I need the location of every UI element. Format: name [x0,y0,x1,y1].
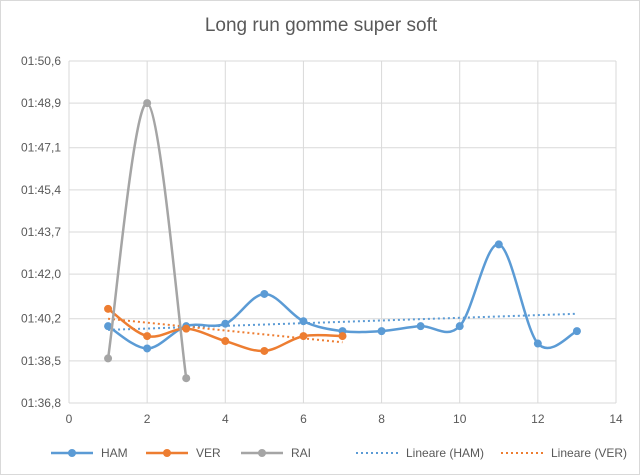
data-point-ver [338,332,347,341]
data-point-ham [455,322,464,331]
y-tick-label: 01:48,9 [21,96,61,110]
legend-label: Lineare (HAM) [406,446,484,460]
data-point-ham [143,344,152,353]
data-point-rai [182,374,191,383]
data-point-ver [143,332,152,341]
y-tick-label: 01:40,2 [21,312,61,326]
x-tick-label: 4 [222,412,229,426]
y-tick-label: 01:47,1 [21,141,61,155]
x-tick-label: 14 [609,412,623,426]
data-point-ham [299,317,308,326]
data-point-ver [221,337,230,346]
legend-label: HAM [101,446,128,460]
legend-label: VER [196,446,221,460]
y-tick-label: 01:36,8 [21,396,61,410]
legend-marker-2 [258,449,266,457]
trendline-lineare-ham [108,312,577,331]
legend-label: RAI [291,446,311,460]
y-tick-label: 01:50,6 [21,54,61,68]
data-point-ver [299,332,308,341]
legend-marker-0 [68,449,76,457]
y-tick-label: 01:42,0 [21,267,61,281]
y-tick-label: 01:43,7 [21,225,61,239]
x-tick-label: 0 [66,412,73,426]
data-point-ham [104,322,113,331]
data-point-ham [260,289,269,298]
x-tick-label: 10 [453,412,467,426]
y-tick-label: 01:38,5 [21,354,61,368]
data-point-ver [182,324,191,333]
data-point-rai [143,99,152,108]
data-point-ham [533,339,542,348]
x-tick-label: 6 [300,412,307,426]
data-point-ham [377,327,386,336]
data-point-rai [104,354,113,363]
legend-label: Lineare (VER) [551,446,627,460]
data-point-ham [494,240,503,249]
data-point-ham [221,319,230,328]
chart-title: Long run gomme super soft [204,15,438,36]
data-point-ver [260,346,269,355]
x-tick-label: 12 [531,412,545,426]
data-point-ham [572,327,581,336]
x-tick-label: 8 [378,412,385,426]
y-tick-label: 01:45,4 [21,183,61,197]
data-point-ver [104,304,113,313]
data-point-ham [416,322,425,331]
x-tick-label: 2 [144,412,151,426]
legend-marker-1 [163,449,171,457]
